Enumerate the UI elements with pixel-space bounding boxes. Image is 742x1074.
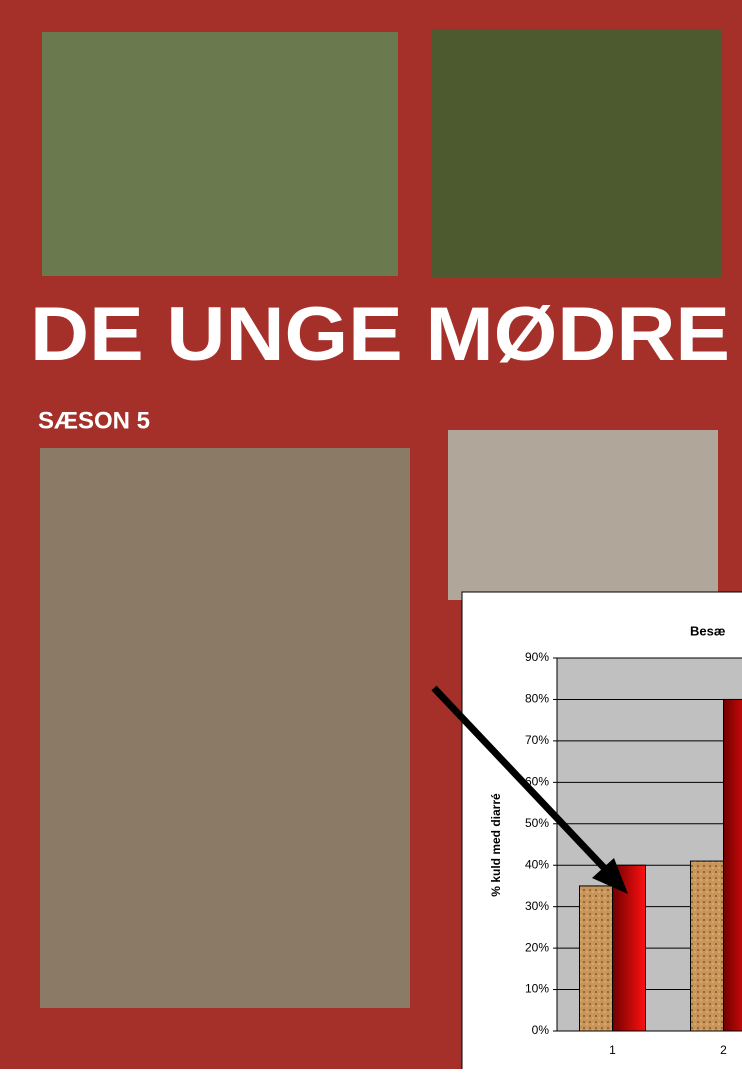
bar [613,865,646,1031]
y-tick-label: 30% [525,899,549,913]
chart-title: Besæ [690,623,726,638]
y-tick-label: 90% [525,650,549,664]
poster-title: DE UNGE MØDRE [30,292,730,377]
photo [40,448,410,1008]
y-tick-label: 20% [525,940,549,954]
y-axis-label: % kuld med diarré [489,793,503,897]
y-tick-label: 0% [532,1023,550,1037]
bar [580,886,613,1031]
photo [432,30,722,278]
chart: Besæ % kuld med diarré 0% 10% 20% 30% 40% 50%… [462,592,742,1069]
y-tick-label: 70% [525,733,549,747]
y-tick-label: 10% [525,982,549,996]
photo [448,430,718,600]
y-tick-label: 50% [525,816,549,830]
y-tick-label: 40% [525,857,549,871]
bar [691,861,724,1031]
x-tick-label: 1 [609,1043,616,1057]
bar [724,699,742,1031]
photo [42,32,398,276]
y-tick-label: 80% [525,692,549,706]
x-tick-label: 2 [720,1043,727,1057]
poster-subtitle: SÆSON 5 [38,407,150,434]
